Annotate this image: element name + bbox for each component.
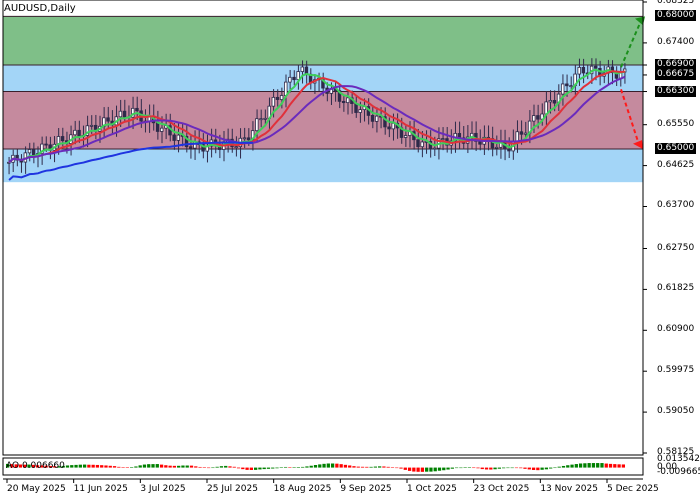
price-tick: 0.65550 [657,118,695,129]
date-tick: 13 Nov 2025 [540,484,598,494]
price-tick: 0.62750 [657,242,695,253]
price-tick: 0.68325 [657,0,695,6]
date-tick: 23 Oct 2025 [473,484,530,494]
price-level-marker: 0.66300 [655,85,697,97]
price-tick: 0.63700 [657,200,695,211]
ao-tick: -0.009665 [657,467,700,477]
date-tick: 3 Jul 2025 [140,484,186,494]
ao-tick: 0.013542 [657,454,700,464]
date-tick: 5 Dec 2025 [607,484,659,494]
date-tick: 25 Jul 2025 [207,484,258,494]
zone-lower_support [3,149,643,183]
date-tick: 9 Sep 2025 [340,484,392,494]
price-tick: 0.59975 [657,365,695,376]
price-level-marker: 0.65000 [655,143,697,155]
price-level-marker: 0.68000 [655,10,697,22]
ao-tick: 0.00 [657,461,678,472]
ao-indicator-label: AO 0.006660 [6,461,65,471]
zone-resistance [3,16,643,66]
price-level-marker: 0.66900 [655,59,697,70]
date-tick: 1 Oct 2025 [407,484,457,494]
price-level-marker: 0.66675 [655,68,697,80]
price-tick: 0.61825 [657,283,695,294]
price-tick: 0.59050 [657,406,695,417]
price-tick: 0.58125 [657,447,695,457]
date-tick: 20 May 2025 [7,484,66,494]
price-tick: 0.64625 [657,159,695,170]
chart-title: AUDUSD,Daily [4,3,76,14]
date-tick: 11 Jun 2025 [73,484,128,494]
price-tick: 0.60900 [657,324,695,335]
price-tick: 0.67400 [657,36,695,47]
date-tick: 18 Aug 2025 [273,484,332,494]
